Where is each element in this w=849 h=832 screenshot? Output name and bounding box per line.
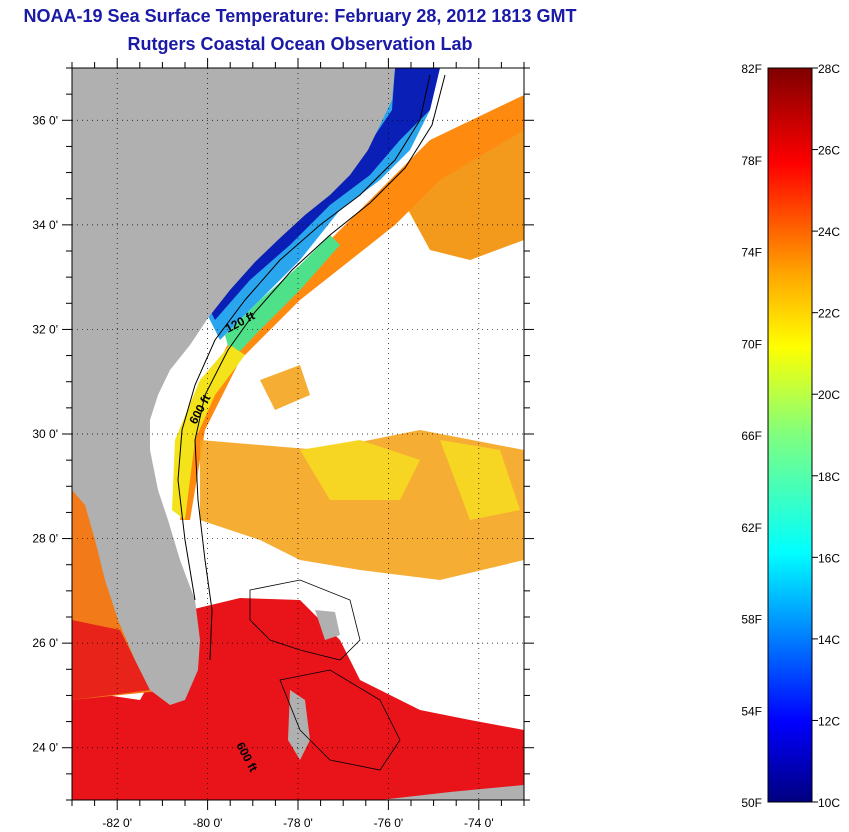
colorbar-c-label: 14C	[818, 633, 840, 647]
colorbar-c-label: 28C	[818, 62, 840, 76]
us-southeast-coast	[72, 68, 395, 705]
colorbar-gradient	[768, 68, 812, 802]
colorbar-fahrenheit-labels: 82F 78F 74F 70F 66F 62F 58F 54F 50F	[741, 62, 818, 810]
colorbar-f-label: 58F	[741, 613, 762, 627]
longitude-labels: -82 0' -80 0' -78 0' -76 0' -74 0'	[102, 816, 493, 830]
gulf-stream-band	[180, 95, 524, 520]
lat-tick-label: 36 0'	[32, 113, 58, 127]
lat-tick-label: 28 0'	[32, 532, 58, 546]
contour-bahamas	[249, 579, 361, 661]
lat-tick-label: 30 0'	[32, 427, 58, 441]
colorbar-c-label: 26C	[818, 144, 840, 158]
colorbar-f-label: 70F	[741, 337, 762, 351]
inshore-yellow-water	[172, 345, 245, 520]
lon-tick-label: -82 0'	[102, 816, 132, 830]
colorbar-c-label: 18C	[818, 470, 840, 484]
lon-tick-label: -76 0'	[374, 816, 404, 830]
colorbar-c-label: 12C	[818, 714, 840, 728]
colorbar-f-label: 54F	[741, 704, 762, 718]
colorbar-frame	[767, 67, 813, 803]
lat-tick-label: 34 0'	[32, 218, 58, 232]
map-grid	[62, 58, 534, 810]
yellow-patches	[300, 440, 520, 520]
colorbar-f-label: 66F	[741, 429, 762, 443]
colorbar-c-label: 10C	[818, 796, 840, 810]
map-subtitle: Rutgers Coastal Ocean Observation Lab	[127, 34, 473, 54]
lon-tick-label: -80 0'	[193, 816, 223, 830]
colorbar-c-label: 24C	[818, 225, 840, 239]
bahamas-andros	[288, 690, 310, 760]
lon-tick-label: -74 0'	[464, 816, 494, 830]
colorbar-celsius-labels: 28C 26C 24C 22C 20C 18C 16C 14C 12C 10C	[818, 62, 840, 810]
colorbar-f-label: 82F	[741, 62, 762, 76]
colorbar-c-label: 22C	[818, 307, 840, 321]
latitude-labels: 36 0' 34 0' 32 0' 30 0' 28 0' 26 0' 24 0'	[32, 113, 58, 754]
lat-tick-label: 26 0'	[32, 636, 58, 650]
lat-tick-label: 32 0'	[32, 322, 58, 336]
inshore-green-water	[225, 235, 340, 360]
lat-tick-label: 24 0'	[32, 741, 58, 755]
colorbar-f-label: 78F	[741, 154, 762, 168]
map-frame	[71, 67, 525, 801]
contour-600ft	[194, 74, 446, 661]
colorbar: 82F 78F 74F 70F 66F 62F 58F 54F 50F 28C 26C 24C 22C…	[741, 62, 840, 810]
contour-120ft	[177, 74, 431, 601]
bahamas-abaco	[315, 610, 340, 640]
colorbar-c-label: 20C	[818, 388, 840, 402]
colorbar-f-label: 62F	[741, 521, 762, 535]
colorbar-c-label: 16C	[818, 551, 840, 565]
colorbar-f-label: 74F	[741, 246, 762, 260]
colorbar-f-label: 50F	[741, 796, 762, 810]
map-title: NOAA-19 Sea Surface Temperature: Februar…	[23, 6, 577, 26]
contour-bahamas-south	[279, 669, 401, 771]
gulf-red-patch	[72, 620, 150, 700]
cuba-edge	[380, 785, 524, 800]
lon-tick-label: -78 0'	[283, 816, 313, 830]
